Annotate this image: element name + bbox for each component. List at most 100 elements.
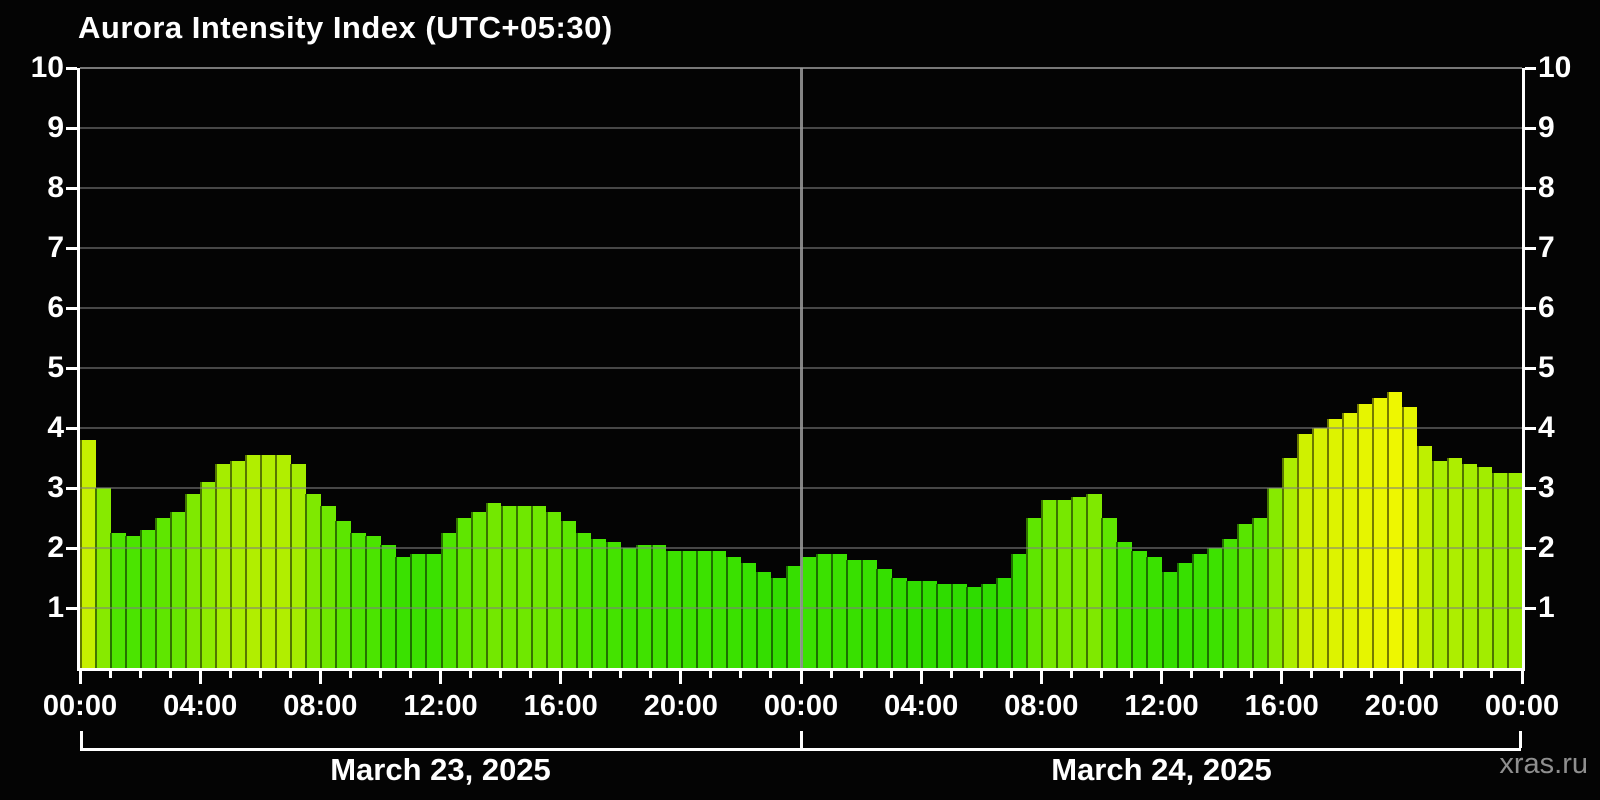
x-axis-time-label: 20:00	[1364, 690, 1439, 722]
x-axis-time-label: 16:00	[1244, 690, 1319, 722]
intensity-bar	[125, 536, 141, 668]
x-minor-tick	[979, 671, 983, 678]
x-minor-tick	[499, 671, 503, 678]
date-bracket-riser	[80, 731, 83, 748]
intensity-bar	[1041, 500, 1057, 668]
x-major-tick	[198, 671, 202, 684]
intensity-bar	[1296, 434, 1313, 668]
intensity-bar	[665, 551, 682, 668]
intensity-bar	[590, 539, 607, 668]
x-minor-tick	[138, 671, 142, 678]
intensity-bar	[1401, 407, 1418, 668]
intensity-bar	[1341, 413, 1358, 668]
intensity-bar	[1371, 398, 1388, 668]
x-major-tick	[1520, 671, 1524, 684]
intensity-bar	[485, 503, 502, 668]
y-axis-label-left: 5	[47, 351, 64, 384]
x-minor-tick	[649, 671, 653, 678]
x-major-tick	[1280, 671, 1284, 684]
intensity-bar	[245, 455, 261, 668]
intensity-bar	[1266, 488, 1283, 668]
intensity-bar	[1236, 524, 1253, 668]
x-major-tick	[679, 671, 683, 684]
x-major-tick	[1160, 671, 1163, 684]
x-minor-tick	[1430, 671, 1434, 678]
intensity-bar	[380, 545, 396, 668]
x-major-tick	[799, 671, 803, 684]
intensity-bar	[500, 506, 517, 668]
intensity-bar	[425, 554, 441, 668]
chart-title: Aurora Intensity Index (UTC+05:30)	[78, 10, 613, 45]
y-axis-label-left: 7	[47, 231, 64, 264]
y-tick-left	[66, 426, 77, 430]
watermark-xras-ru: xras.ru	[1499, 748, 1588, 780]
x-minor-tick	[1069, 671, 1073, 678]
x-minor-tick	[1129, 671, 1133, 678]
y-axis-label-left: 3	[47, 471, 64, 504]
y-tick-right	[1525, 426, 1536, 430]
x-minor-tick	[1250, 671, 1254, 678]
intensity-bar	[891, 578, 907, 668]
x-axis-time-label: 04:00	[163, 690, 238, 722]
intensity-bar	[1431, 461, 1448, 668]
y-axis-label-left: 10	[30, 51, 64, 84]
x-minor-tick	[228, 671, 232, 678]
intensity-bar	[560, 521, 577, 668]
y-tick-right	[1525, 546, 1536, 550]
x-major-tick	[1039, 671, 1043, 684]
y-tick-left	[66, 66, 77, 70]
intensity-bar	[335, 521, 351, 668]
intensity-bar	[1086, 494, 1102, 668]
x-minor-tick	[288, 671, 292, 678]
y-axis-label-right: 8	[1538, 171, 1555, 204]
x-axis-time-label: 08:00	[1004, 690, 1079, 722]
intensity-bar	[215, 464, 231, 668]
date-bracket-riser	[1519, 731, 1522, 748]
intensity-bar	[200, 482, 216, 668]
x-major-tick	[439, 671, 442, 684]
y-axis-label-left: 2	[47, 531, 64, 564]
intensity-bar	[951, 584, 967, 668]
y-tick-right	[1525, 486, 1536, 490]
x-axis-time-label: 08:00	[283, 690, 358, 722]
intensity-bar	[785, 566, 802, 668]
x-axis-line	[77, 668, 1525, 671]
x-minor-tick	[769, 671, 773, 678]
intensity-bar	[1416, 446, 1433, 668]
x-axis-time-label: 12:00	[403, 690, 478, 722]
x-minor-tick	[619, 671, 623, 678]
intensity-bar	[816, 554, 832, 668]
intensity-bar	[1281, 458, 1298, 668]
x-major-tick	[78, 671, 82, 684]
x-minor-tick	[859, 671, 863, 678]
date-label-march-24: March 24, 2025	[1051, 752, 1272, 787]
y-axis-label-right: 1	[1538, 591, 1555, 624]
intensity-bar	[545, 512, 562, 668]
intensity-bar	[1071, 497, 1087, 668]
y-tick-left	[66, 486, 77, 490]
intensity-bar	[981, 584, 997, 668]
intensity-bar	[996, 578, 1012, 668]
plot-area: 1 1 2 2 3 3 4 4 5 5 6 6 7 7 8 8 9 9 10 10 00:00 04:00 08:00 12:…	[31, 51, 1572, 722]
intensity-bar	[650, 545, 667, 668]
intensity-bar	[275, 455, 291, 668]
intensity-bar	[1116, 542, 1132, 668]
x-minor-tick	[739, 671, 743, 678]
intensity-bar	[1491, 473, 1508, 668]
intensity-bar	[1446, 458, 1463, 668]
date-bracket-riser	[799, 731, 803, 748]
y-tick-right	[1525, 246, 1536, 250]
x-axis-time-label: 04:00	[884, 690, 959, 722]
intensity-bar	[906, 581, 922, 668]
y-axis-label-right: 3	[1538, 471, 1555, 504]
intensity-bar	[966, 587, 982, 668]
intensity-bar	[290, 464, 306, 668]
intensity-bar	[710, 551, 727, 668]
intensity-bar	[1026, 518, 1042, 668]
y-axis-label-right: 5	[1538, 351, 1555, 384]
intensity-bar	[680, 551, 697, 668]
date-bracket-line	[80, 748, 1521, 751]
intensity-bar	[455, 518, 472, 668]
intensity-bar	[846, 560, 862, 668]
